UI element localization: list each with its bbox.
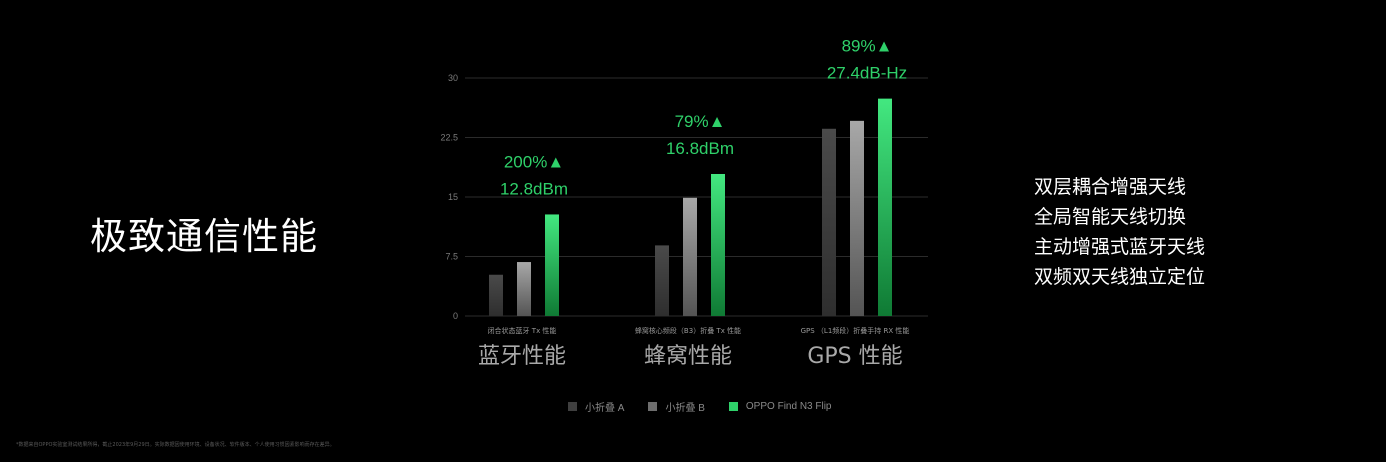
y-tick-label: 15 bbox=[448, 192, 458, 202]
bar bbox=[489, 274, 503, 316]
y-tick-label: 22.5 bbox=[440, 133, 458, 143]
legend-item: 小折叠 A bbox=[568, 399, 624, 414]
annotation-percent: 89%▲ bbox=[842, 37, 893, 56]
annotation-value: 12.8dBm bbox=[500, 179, 568, 198]
bar bbox=[655, 245, 669, 316]
category-label: 蓝牙性能 bbox=[478, 344, 566, 369]
y-tick-label: 0 bbox=[453, 311, 458, 321]
chart-legend: 小折叠 A 小折叠 B OPPO Find N3 Flip bbox=[568, 399, 856, 414]
category-label: 蜂窝性能 bbox=[644, 344, 732, 369]
legend-swatch-oppo bbox=[728, 402, 738, 411]
legend-swatch-b bbox=[648, 402, 658, 411]
bar bbox=[517, 262, 531, 316]
bar bbox=[850, 120, 864, 316]
category-sublabel: GPS （L1频段）折叠手持 RX 性能 bbox=[801, 326, 910, 335]
footnote: *数据来自OPPO实验室测试结果所得，截止2023年9月29日。实际数据因使用环… bbox=[16, 442, 335, 448]
annotation-percent: 200%▲ bbox=[504, 152, 564, 171]
y-tick-label: 30 bbox=[448, 73, 458, 83]
bar bbox=[545, 214, 559, 316]
feature-list: 双层耦合增强天线 全局智能天线切换 主动增强式蓝牙天线 双频双天线独立定位 bbox=[1034, 172, 1205, 292]
headline: 极致通信性能 bbox=[90, 215, 318, 258]
bar bbox=[711, 173, 725, 316]
y-tick-label: 7.5 bbox=[445, 252, 458, 262]
legend-item: OPPO Find N3 Flip bbox=[728, 401, 832, 412]
category-sublabel: 闭合状态蓝牙 Tx 性能 bbox=[488, 326, 557, 335]
bar bbox=[878, 98, 892, 316]
legend-label: 小折叠 A bbox=[585, 403, 625, 414]
category-label: GPS 性能 bbox=[807, 344, 902, 369]
bar bbox=[822, 128, 836, 316]
legend-label: 小折叠 B bbox=[665, 403, 705, 414]
legend-item: 小折叠 B bbox=[648, 399, 705, 414]
legend-swatch-a bbox=[568, 402, 577, 411]
legend-label: OPPO Find N3 Flip bbox=[745, 401, 832, 412]
annotation-value: 16.8dBm bbox=[666, 139, 734, 158]
feature-item: 全局智能天线切换 bbox=[1034, 206, 1187, 228]
bar bbox=[683, 197, 697, 316]
annotation-percent: 79%▲ bbox=[675, 112, 726, 131]
feature-item: 双频双天线独立定位 bbox=[1034, 266, 1206, 288]
category-sublabel: 蜂窝核心频段（B3）折叠 Tx 性能 bbox=[635, 326, 741, 335]
feature-item: 双层耦合增强天线 bbox=[1034, 176, 1187, 198]
feature-item: 主动增强式蓝牙天线 bbox=[1034, 236, 1206, 258]
annotation-value: 27.4dB-Hz bbox=[827, 64, 907, 83]
